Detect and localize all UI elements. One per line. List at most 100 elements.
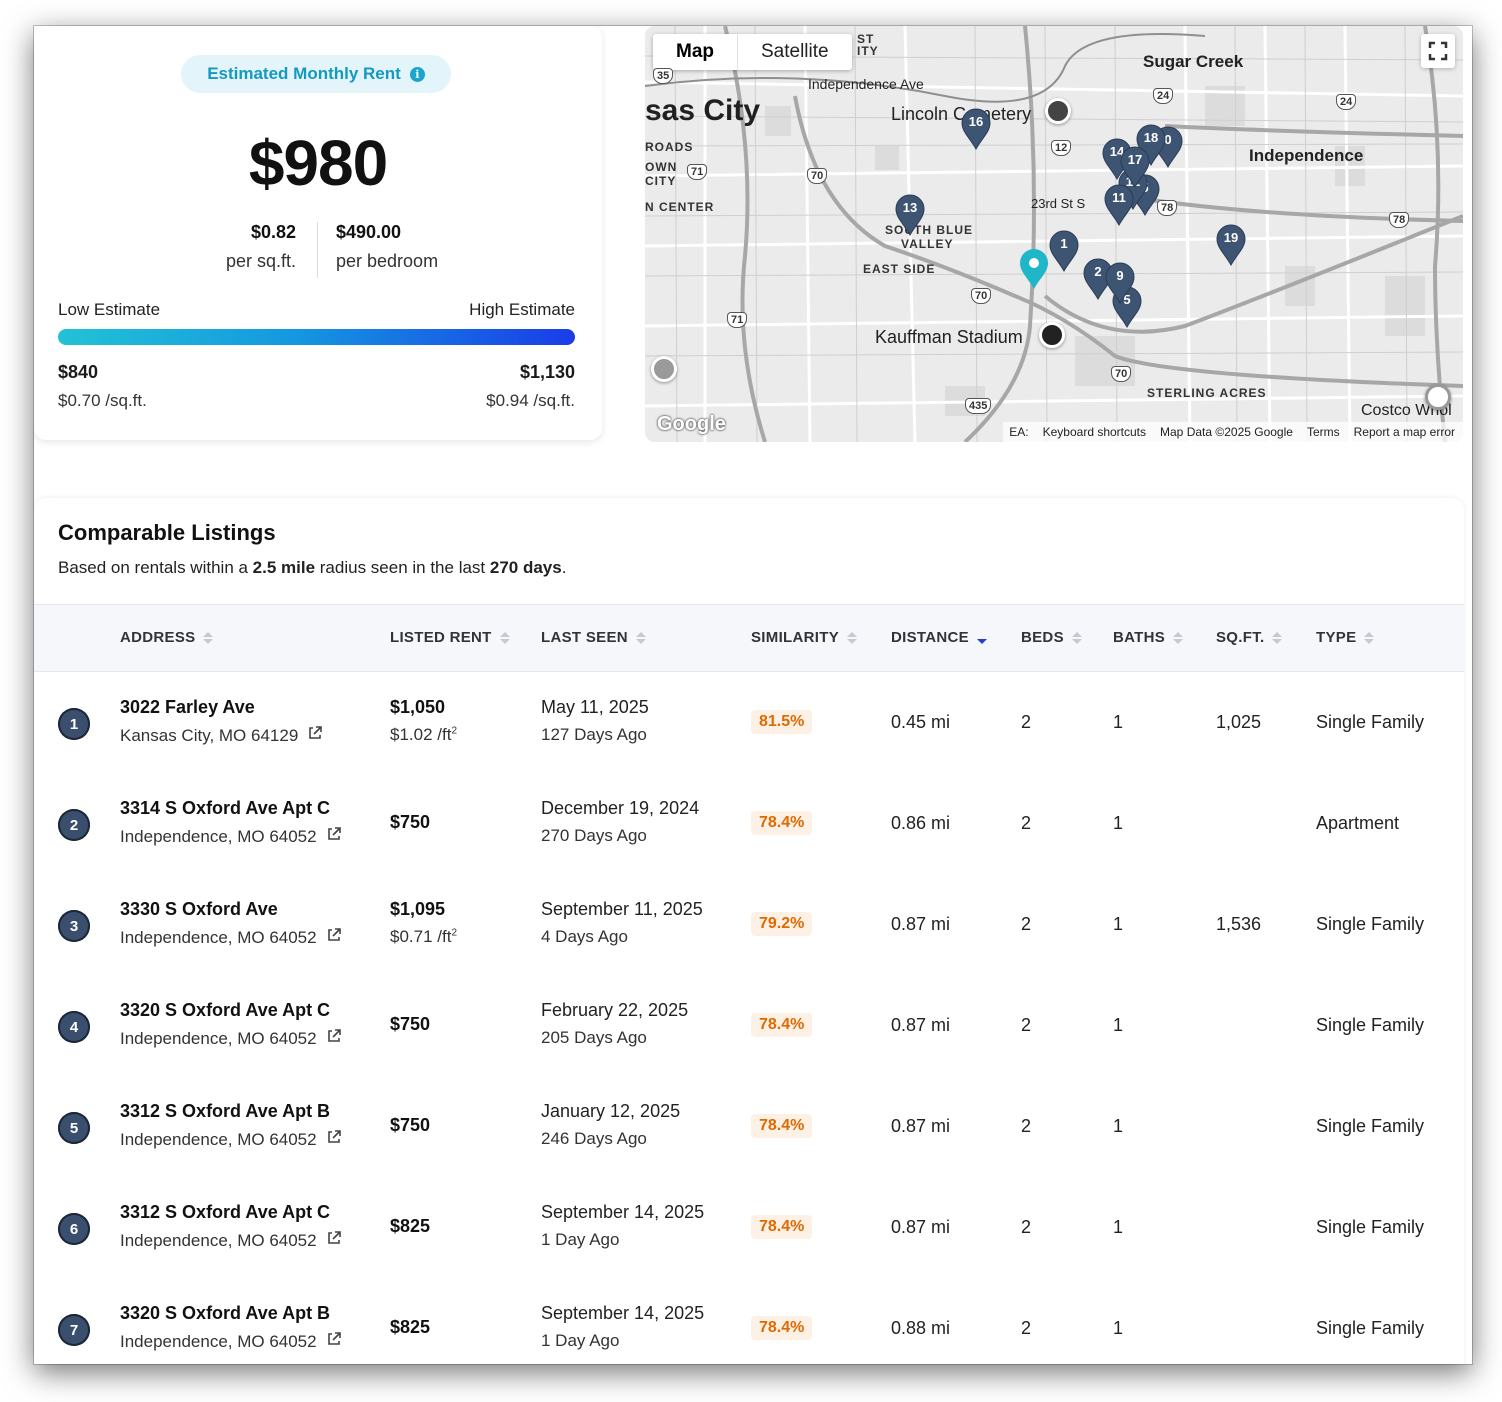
type-cell: Single Family (1316, 1318, 1425, 1338)
map-label-sterling-acres: STERLING ACRES (1147, 386, 1267, 400)
external-link-icon[interactable] (326, 1028, 342, 1049)
listing-address[interactable]: 3320 S Oxford Ave Apt B (120, 1303, 331, 1323)
listing-address[interactable]: 3330 S Oxford Ave (120, 899, 278, 919)
listing-address[interactable]: 3312 S Oxford Ave Apt C (120, 1202, 331, 1222)
table-row[interactable]: 1 3022 Farley Ave Kansas City, MO 64129 $1,… (34, 673, 1464, 774)
listing-address[interactable]: 3312 S Oxford Ave Apt B (120, 1101, 331, 1121)
squared-superscript: 2 (451, 927, 457, 939)
terms-link[interactable]: Terms (1306, 425, 1340, 439)
column-header-baths[interactable]: BATHS (1113, 629, 1184, 646)
column-label: BEDS (1021, 629, 1064, 646)
column-header-type[interactable]: TYPE (1316, 629, 1375, 646)
map-pin[interactable]: 16 (960, 108, 992, 151)
listing-city-text: Independence, MO 64052 (120, 1230, 317, 1250)
listing-city: Kansas City, MO 64129 (120, 725, 323, 746)
row-number-badge[interactable]: 6 (58, 1213, 90, 1245)
external-link-icon[interactable] (326, 1129, 342, 1150)
column-header-beds[interactable]: BEDS (1021, 629, 1082, 646)
highway-shield-icon: 71 (727, 312, 748, 328)
distance-cell: 0.88 mi (891, 1318, 951, 1338)
row-number-badge[interactable]: 3 (58, 910, 90, 942)
highway-shield-icon: 78 (1157, 200, 1178, 216)
cemetery-poi-icon[interactable] (1045, 98, 1071, 124)
external-link-icon[interactable] (307, 725, 323, 746)
rent-estimate-card: Estimated Monthly Rent i $980 $0.82 per … (34, 26, 602, 440)
listing-address[interactable]: 3320 S Oxford Ave Apt C (120, 1000, 331, 1020)
map-label-valley: VALLEY (901, 237, 954, 251)
map-label-own: OWN (645, 160, 678, 174)
report-error-link[interactable]: Report a map error (1353, 425, 1455, 439)
row-number-badge[interactable]: 1 (58, 708, 90, 740)
highway-shield-icon: 70 (971, 288, 992, 304)
external-link-icon[interactable] (326, 1331, 342, 1352)
low-estimate-label: Low Estimate (58, 300, 161, 319)
row-number-badge[interactable]: 5 (58, 1112, 90, 1144)
map[interactable]: Map Satellite ST ITY Independence Ave sa… (645, 26, 1463, 442)
map-label-independence: Independence (1249, 146, 1364, 165)
table-row[interactable]: 6 3312 S Oxford Ave Apt C Independence, MO… (34, 1178, 1464, 1279)
map-pin[interactable]: 13 (894, 194, 926, 237)
squared-superscript: 2 (451, 725, 457, 737)
beds-cell: 2 (1021, 1217, 1032, 1237)
distance-cell: 0.86 mi (891, 813, 951, 833)
column-header-similarity[interactable]: SIMILARITY (751, 629, 857, 646)
beds-cell: 2 (1021, 712, 1032, 732)
similarity-badge: 78.4% (751, 1215, 813, 1239)
map-pin-label: 14 (1109, 144, 1125, 159)
column-label: SQ.FT. (1216, 629, 1265, 646)
satellite-tab[interactable]: Satellite (761, 41, 829, 62)
highway-shield-icon: 70 (1111, 366, 1132, 382)
highway-shield-icon: 435 (965, 398, 992, 414)
rent-per-sqft: $0.71 /ft2 (390, 927, 457, 947)
map-pin[interactable]: 11 (1103, 184, 1135, 227)
map-pin-label: 13 (902, 200, 918, 215)
beds-cell: 2 (1021, 1318, 1032, 1338)
keyboard-shortcuts-link[interactable]: Keyboard shortcuts (1042, 425, 1147, 439)
highway-shield-icon: 12 (1051, 140, 1072, 156)
listing-city-text: Independence, MO 64052 (120, 1129, 317, 1149)
column-header-last-seen[interactable]: LAST SEEN (541, 629, 646, 646)
subtitle-text: radius seen in the last (315, 558, 490, 577)
map-pin-label: 5 (1123, 292, 1131, 307)
locate-icon[interactable] (1425, 384, 1451, 410)
similarity-badge: 78.4% (751, 1114, 813, 1138)
highway-shield-icon: 78 (1389, 212, 1410, 228)
map-label-lincoln-cemetery: Lincoln Cemetery (891, 104, 1032, 124)
column-label: TYPE (1316, 629, 1357, 646)
table-row[interactable]: 5 3312 S Oxford Ave Apt B Independence, MO… (34, 1077, 1464, 1178)
row-number-badge[interactable]: 4 (58, 1011, 90, 1043)
column-header-address[interactable]: ADDRESS (120, 629, 214, 646)
museum-poi-icon[interactable] (651, 356, 677, 382)
map-pin-label: 11 (1112, 190, 1126, 205)
high-estimate-value: $1,130 (519, 362, 575, 382)
fullscreen-icon[interactable] (1421, 34, 1455, 68)
table-row[interactable]: 4 3320 S Oxford Ave Apt C Independence, MO… (34, 976, 1464, 1077)
divider (317, 222, 318, 278)
listing-city: Independence, MO 64052 (120, 826, 342, 847)
row-number-badge[interactable]: 2 (58, 809, 90, 841)
external-link-icon[interactable] (326, 826, 342, 847)
table-row[interactable]: 7 3320 S Oxford Ave Apt B Independence, MO… (34, 1279, 1464, 1364)
map-tab[interactable]: Map (676, 41, 714, 62)
map-pin-label: 19 (1223, 230, 1239, 245)
listing-address[interactable]: 3022 Farley Ave (120, 697, 255, 717)
stadium-poi-icon[interactable] (1039, 322, 1065, 348)
column-header-distance[interactable]: DISTANCE (891, 629, 987, 646)
map-pin[interactable]: 9 (1104, 262, 1136, 305)
column-header-rent[interactable]: LISTED RENT (390, 629, 510, 646)
column-header-sqft[interactable]: SQ.FT. (1216, 629, 1283, 646)
external-link-icon[interactable] (326, 927, 342, 948)
listing-city: Independence, MO 64052 (120, 927, 342, 948)
map-pin[interactable]: 19 (1215, 224, 1247, 267)
row-number-badge[interactable]: 7 (58, 1314, 90, 1346)
table-row[interactable]: 3 3330 S Oxford Ave Independence, MO 64052… (34, 875, 1464, 976)
map-pin[interactable]: 1 (1048, 230, 1080, 273)
external-link-icon[interactable] (326, 1230, 342, 1251)
type-cell: Single Family (1316, 712, 1425, 732)
listing-address[interactable]: 3314 S Oxford Ave Apt C (120, 798, 331, 818)
map-pin[interactable]: 18 (1135, 124, 1167, 167)
info-icon[interactable]: i (409, 66, 425, 82)
map-pin[interactable]: 17 (1119, 146, 1151, 189)
table-row[interactable]: 2 3314 S Oxford Ave Apt C Independence, MO… (34, 774, 1464, 875)
subject-property-pin[interactable] (1018, 248, 1050, 290)
